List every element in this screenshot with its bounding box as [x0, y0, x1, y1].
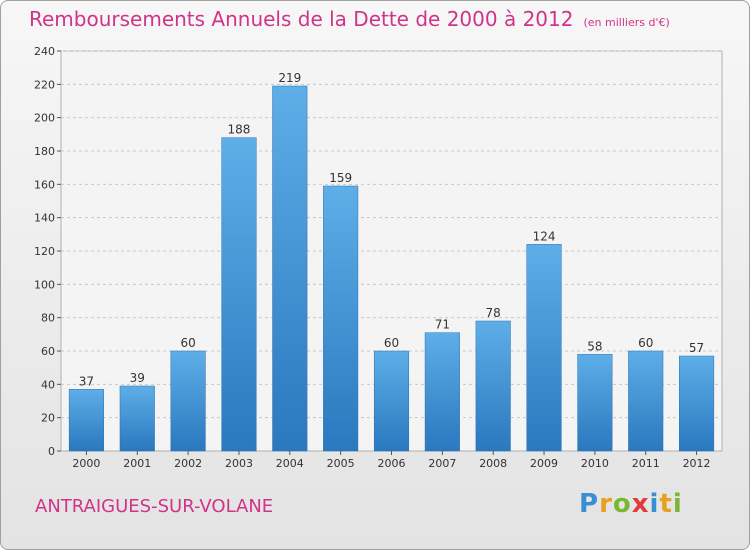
x-tick-label: 2012 [683, 457, 711, 470]
y-tick-label: 220 [34, 78, 55, 91]
bar-2006[interactable] [373, 350, 410, 452]
x-tick-label: 2010 [581, 457, 609, 470]
logo-letter: r [599, 489, 613, 519]
chart-subtitle: (en milliers d'€) [583, 16, 670, 29]
data-label: 159 [329, 171, 352, 185]
data-label: 57 [689, 341, 704, 355]
bar-2011[interactable] [628, 350, 664, 452]
bar-2003[interactable] [221, 137, 257, 452]
y-tick-label: 0 [48, 445, 55, 458]
bar-2005[interactable] [323, 185, 359, 452]
bar-2007[interactable] [424, 332, 460, 452]
x-tick-label: 2009 [530, 457, 558, 470]
y-tick-label: 160 [34, 178, 55, 191]
y-tick-label: 180 [34, 145, 55, 158]
bar-2010[interactable] [577, 354, 613, 452]
data-label: 39 [130, 371, 145, 385]
data-label: 124 [533, 229, 556, 243]
x-tick-label: 2006 [378, 457, 406, 470]
y-tick-label: 200 [34, 112, 55, 125]
logo-letter: P [579, 489, 600, 519]
y-tick-label: 100 [34, 278, 55, 291]
x-tick-label: 2002 [174, 457, 202, 470]
y-tick-label: 120 [34, 245, 55, 258]
data-label: 60 [180, 336, 195, 350]
x-tick-label: 2004 [276, 457, 304, 470]
bar-2002[interactable] [170, 350, 206, 452]
bar-2001[interactable] [119, 385, 155, 452]
x-tick-label: 2003 [225, 457, 253, 470]
commune-name: ANTRAIGUES-SUR-VOLANE [35, 496, 274, 517]
y-tick-label: 140 [34, 212, 55, 225]
x-axis: 2000 2001 2002 2003 2004 2005 2006 2007 2008 2009… [72, 451, 711, 470]
data-label: 60 [384, 336, 399, 350]
x-tick-label: 2005 [327, 457, 355, 470]
x-tick-label: 2001 [123, 457, 151, 470]
bars: 37 39 60 188 219 159 60 71 78 124 58 60 57 [68, 71, 715, 452]
logo-letter: o [612, 489, 632, 519]
logo-letter: i [649, 489, 660, 519]
bar-2009[interactable] [526, 244, 562, 452]
proxiti-logo[interactable]: Proxiti [579, 489, 683, 519]
logo-letter: i [672, 489, 683, 519]
bar-2008[interactable] [475, 320, 511, 452]
data-label: 60 [638, 336, 653, 350]
x-tick-label: 2011 [632, 457, 660, 470]
bar-2004[interactable] [272, 85, 308, 452]
logo-letter: t [659, 489, 673, 519]
data-label: 37 [79, 374, 94, 388]
y-tick-label: 60 [41, 345, 55, 358]
data-label: 58 [587, 339, 602, 353]
data-label: 219 [278, 71, 301, 85]
data-label: 188 [228, 123, 251, 137]
y-tick-label: 240 [34, 45, 55, 58]
chart-title-block: Remboursements Annuels de la Dette de 20… [29, 7, 670, 31]
chart-title: Remboursements Annuels de la Dette de 20… [29, 7, 574, 31]
data-label: 78 [486, 306, 501, 320]
x-tick-label: 2007 [428, 457, 456, 470]
bar-2000[interactable] [68, 389, 104, 452]
y-axis: 0 20 40 60 80 100 120 140 160 180 200 220 240 [34, 45, 61, 458]
data-label: 71 [435, 318, 450, 332]
x-tick-label: 2000 [72, 457, 100, 470]
x-tick-label: 2008 [479, 457, 507, 470]
y-tick-label: 80 [41, 312, 55, 325]
logo-letter: x [631, 489, 650, 519]
y-tick-label: 20 [41, 412, 55, 425]
bar-2012[interactable] [679, 355, 715, 452]
y-tick-label: 40 [41, 378, 55, 391]
